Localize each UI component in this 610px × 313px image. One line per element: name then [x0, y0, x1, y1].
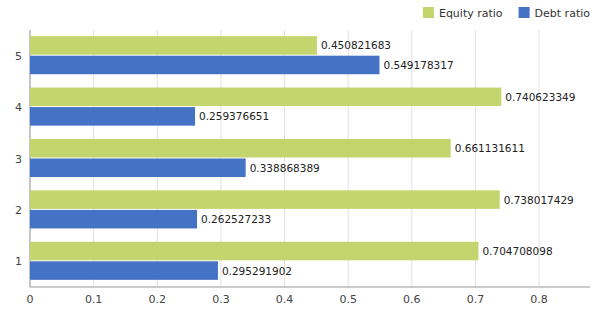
y-tick-label: 3 [15, 153, 22, 166]
x-tick-label: 0.3 [212, 293, 230, 306]
data-label: 0.740623349 [505, 91, 575, 103]
x-tick-label: 0.1 [85, 293, 103, 306]
bar [30, 261, 218, 280]
x-axis-line [30, 287, 590, 288]
x-tick-label: 0.8 [530, 293, 548, 306]
data-label: 0.738017429 [504, 194, 574, 206]
bars [30, 36, 501, 280]
legend: Equity ratio Debt ratio [423, 7, 590, 20]
legend-label: Debt ratio [535, 7, 591, 20]
legend-swatch [423, 7, 434, 18]
bar [30, 210, 197, 229]
bar [30, 190, 500, 209]
legend-item: Equity ratio [423, 7, 503, 20]
y-tick-label: 4 [15, 101, 22, 114]
data-label: 0.259376651 [199, 110, 269, 122]
y-tick-label: 5 [15, 50, 22, 63]
legend-label: Equity ratio [439, 7, 503, 20]
data-label: 0.262527233 [201, 213, 271, 225]
bar [30, 107, 195, 126]
x-tick-label: 0 [27, 293, 34, 306]
x-tick-label: 0.6 [403, 293, 421, 306]
bar [30, 56, 379, 75]
x-tick-label: 0.7 [467, 293, 485, 306]
bar [30, 242, 478, 261]
legend-swatch [519, 7, 530, 18]
bar [30, 139, 451, 158]
data-label: 0.295291902 [222, 265, 292, 277]
data-labels: 0.704708098 0.738017429 0.661131611 0.74062… [199, 39, 575, 276]
data-label: 0.661131611 [455, 142, 525, 154]
bar [30, 88, 501, 107]
x-tick-label: 0.2 [149, 293, 167, 306]
x-axis-ticks: 0 0.1 0.2 0.3 0.4 0.5 0.6 0.7 0.8 [27, 293, 548, 306]
data-label: 0.704708098 [482, 245, 552, 257]
x-tick-label: 0.5 [339, 293, 357, 306]
data-label: 0.338868389 [250, 162, 320, 174]
x-tick-label: 0.4 [276, 293, 294, 306]
bar [30, 159, 246, 178]
bar [30, 36, 317, 55]
data-label: 0.450821683 [321, 39, 391, 51]
y-tick-label: 1 [15, 255, 22, 268]
data-label: 0.549178317 [383, 59, 453, 71]
legend-item: Debt ratio [519, 7, 591, 20]
chart: 0 0.1 0.2 0.3 0.4 0.5 0.6 0.7 0.8 1 2 3 4 5 0.70470809… [0, 0, 610, 313]
y-axis-ticks: 1 2 3 4 5 [15, 50, 22, 269]
grid [30, 30, 539, 287]
chart-container: 0 0.1 0.2 0.3 0.4 0.5 0.6 0.7 0.8 1 2 3 4 5 0.70470809… [0, 0, 610, 313]
y-tick-label: 2 [15, 204, 22, 217]
